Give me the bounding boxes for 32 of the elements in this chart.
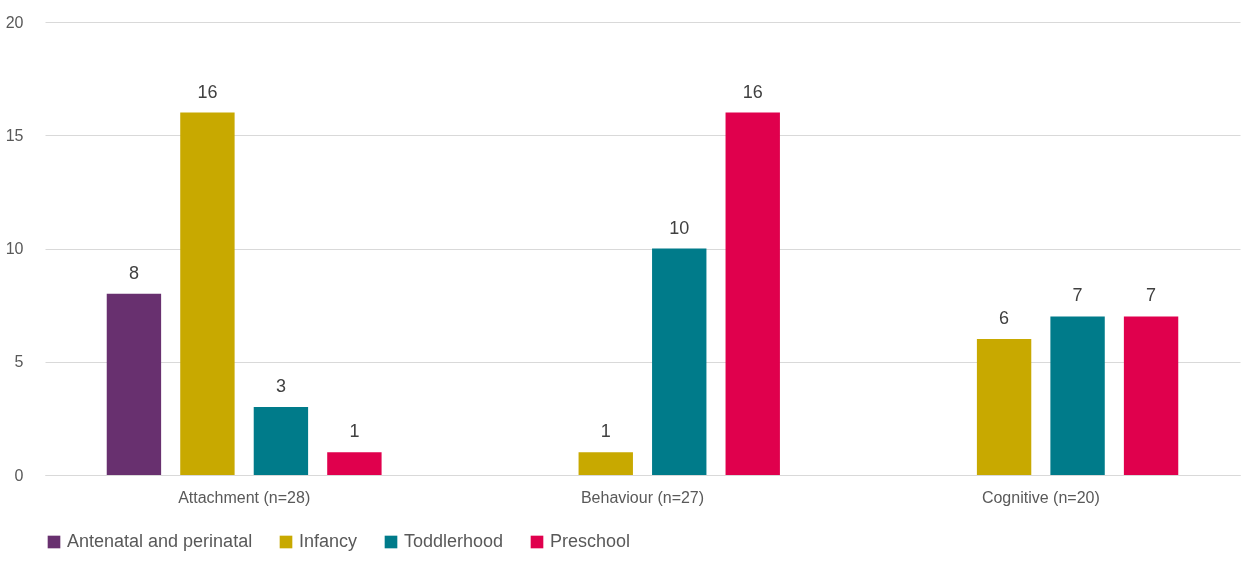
y-tick-label: 10: [5, 240, 24, 257]
data-label: 1: [349, 421, 360, 442]
data-label: 16: [742, 81, 763, 102]
bar: [327, 452, 382, 475]
legend-label: Antenatal and perinatal: [67, 531, 253, 551]
bar: [1050, 316, 1105, 475]
data-label: 6: [999, 308, 1010, 329]
bar: [725, 112, 780, 475]
y-tick-label: 20: [5, 13, 24, 31]
bar: [578, 452, 633, 475]
y-tick-label: 0: [14, 466, 24, 484]
data-label: 3: [275, 376, 286, 397]
bar: [180, 112, 235, 475]
data-label: 10: [669, 217, 690, 238]
bar: [253, 407, 309, 475]
y-tick-label: 5: [14, 353, 24, 371]
x-tick-label: Behaviour (n=27): [580, 488, 705, 506]
data-label: 7: [1146, 285, 1157, 306]
legend-label: Infancy: [299, 531, 358, 551]
y-tick-label: 15: [5, 126, 24, 144]
data-label: 8: [128, 262, 139, 283]
x-tick-label: Attachment (n=28): [178, 488, 311, 506]
legend-label: Toddlerhood: [404, 531, 504, 551]
bar: [106, 293, 162, 475]
bar: [652, 248, 707, 475]
bar: [976, 339, 1032, 475]
x-tick-label: Cognitive (n=20): [981, 488, 1100, 506]
bar: [1123, 316, 1179, 475]
data-label: 7: [1072, 285, 1083, 306]
data-label: 1: [600, 421, 611, 442]
data-label: 16: [197, 81, 218, 102]
legend-label: Preschool: [550, 531, 631, 551]
